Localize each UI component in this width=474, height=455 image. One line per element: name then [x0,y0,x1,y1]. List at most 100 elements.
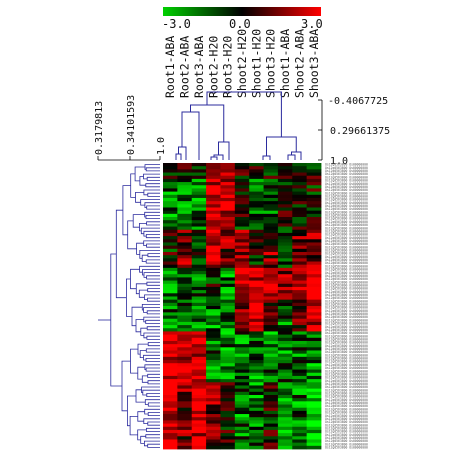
heatmap-cell [263,226,279,231]
heatmap-cell [292,347,308,351]
heatmap-cell [163,401,178,405]
row-dendrogram-branch [129,416,138,436]
heatmap-cell [206,207,221,212]
heatmap-cell [163,366,178,370]
heatmap-cell [220,201,236,205]
row-label: Os12g0563800 Os00000000 [325,293,368,297]
heatmap-cell [292,436,308,440]
heatmap-cell [277,321,293,326]
heatmap-cell [292,350,308,355]
heatmap-cell [277,372,293,377]
heatmap-cell [191,375,207,380]
heatmap-cell [249,325,264,329]
heatmap-cell [249,436,264,440]
heatmap-cell [191,248,207,253]
heatmap-cell [191,423,207,428]
heatmap-cell [263,175,279,180]
heatmap-cell [220,353,236,358]
heatmap-cell [163,394,178,399]
heatmap-cell [163,201,178,205]
row-scale-left-label: 0.3179813 [94,101,105,155]
heatmap-cell [249,229,264,234]
heatmap-cell [306,442,322,447]
heatmap-cell [263,166,279,170]
color-scale-bar [163,7,321,16]
heatmap-cell [263,197,279,202]
heatmap-cell [292,178,308,183]
heatmap-cell [163,353,178,358]
heatmap-cell [191,296,207,301]
heatmap-cell [234,353,250,358]
heatmap-cell [206,363,221,367]
heatmap-cell [177,197,193,202]
row-dendrogram-branch [127,395,136,427]
heatmap-cell [234,296,250,301]
heatmap-cell [292,331,308,335]
column-label: Shoot1-ABA [278,29,292,98]
heatmap-cell [292,407,308,412]
heatmap-cell [263,445,279,450]
heatmap-cell [249,309,264,313]
row-label: Os12g0563800 Os00000000 [325,350,368,354]
heatmap-cell [277,220,293,224]
heatmap-cell [263,407,279,412]
heatmap-cell [220,423,236,428]
heatmap-cell [249,429,264,434]
heatmap-cell [220,375,236,380]
row-dendrogram-branch [138,289,148,298]
row-label: Os12g0563800 Os00000000 [325,398,368,402]
heatmap-cell [206,188,221,192]
heatmap-cell [177,385,193,390]
heatmap-cell [263,239,279,243]
heatmap-cell [220,442,236,447]
row-label: Os12g0563800 Os00000000 [325,226,368,230]
heatmap-cell [249,290,264,294]
heatmap-cell [306,321,322,326]
heatmap-cell [292,356,308,361]
heatmap-cell [277,350,293,355]
heatmap-cell [234,274,250,278]
heatmap-cell [177,328,193,332]
heatmap-cell [177,213,193,218]
heatmap-cell [206,321,221,326]
heatmap-cell [177,293,193,297]
heatmap-cell [277,331,293,335]
heatmap-cell [234,337,250,342]
heatmap-cell [234,280,250,285]
heatmap-cell [163,169,178,173]
heatmap-cell [263,255,279,259]
heatmap-cell [177,337,193,342]
heatmap-cell [206,267,221,272]
row-label: Os12g0563800 Os00000000 [325,287,368,291]
row-label: Os12g0563800 Os00000000 [325,242,368,246]
heatmap-cell [306,293,322,297]
heatmap-cell [163,251,178,256]
row-label: Os12g0563800 Os00000000 [325,245,368,249]
row-label: Os12g0563800 Os00000000 [325,379,368,383]
heatmap-cell [177,175,193,180]
row-dendrogram-branch [139,176,146,186]
heatmap-cell [177,204,193,208]
heatmap-cell [306,185,322,189]
heatmap-cell [234,197,250,202]
heatmap-cell [249,217,264,221]
heatmap-cell [234,318,250,323]
heatmap-cell [306,274,322,278]
heatmap-cell [191,391,207,396]
heatmap-cell [249,394,264,399]
heatmap-cell [163,442,178,447]
heatmap-cell [292,232,308,237]
heatmap-cell [292,261,308,266]
heatmap-cell [292,267,308,272]
heatmap-cell [220,255,236,259]
row-dendrogram-branch [146,275,160,280]
heatmap-cell [163,318,178,323]
heatmap-cell [306,340,322,345]
heatmap-cell [191,414,207,418]
row-dendrogram-branch [143,316,160,323]
heatmap-cell [234,315,250,320]
heatmap-cell [249,433,264,437]
row-label: Os12g0563800 Os00000000 [325,426,368,430]
heatmap-cell [277,293,293,297]
heatmap-cell [249,232,264,237]
